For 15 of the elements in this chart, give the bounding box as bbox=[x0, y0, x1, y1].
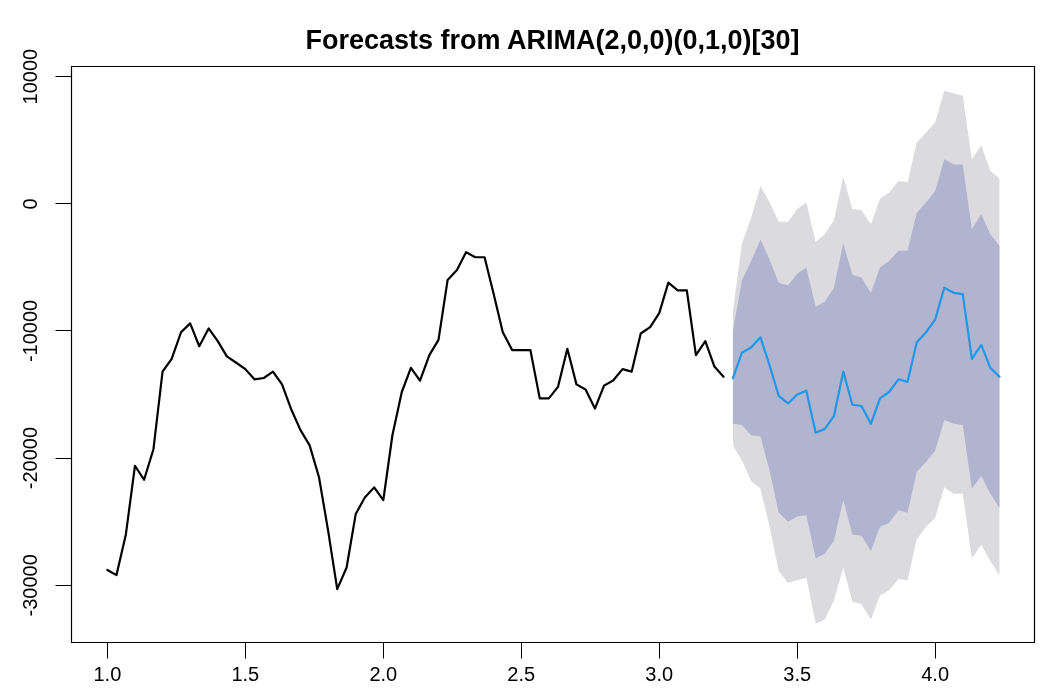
x-tick-label: 2.5 bbox=[507, 662, 536, 685]
y-tick-label: -30000 bbox=[19, 554, 42, 617]
line-series bbox=[106, 251, 725, 591]
x-tick-label: 3.5 bbox=[783, 662, 812, 685]
x-tick-label: 3.0 bbox=[645, 662, 674, 685]
x-tick-label: 1.0 bbox=[93, 662, 122, 685]
y-tick-label: 0 bbox=[19, 198, 42, 210]
y-tick-label: -20000 bbox=[19, 426, 42, 490]
x-tick-label: 4.0 bbox=[921, 662, 950, 685]
line-series bbox=[731, 286, 1001, 434]
y-tick-label: 10000 bbox=[19, 48, 42, 105]
chart-title: Forecasts from ARIMA(2,0,0)(0,1,0)[30] bbox=[305, 24, 800, 55]
x-tick-label: 1.5 bbox=[231, 662, 260, 685]
x-tick-label: 2.0 bbox=[369, 662, 398, 685]
y-tick-label: -10000 bbox=[19, 299, 42, 363]
